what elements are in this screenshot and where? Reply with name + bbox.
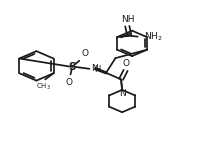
Text: NH: NH	[121, 15, 134, 24]
Text: O: O	[81, 49, 88, 58]
Text: O: O	[66, 78, 73, 87]
Text: H: H	[94, 65, 101, 74]
Text: S: S	[69, 62, 76, 72]
Text: CH$_3$: CH$_3$	[36, 82, 51, 92]
Text: N: N	[119, 89, 125, 98]
Text: NH$_2$: NH$_2$	[144, 30, 162, 43]
Text: O: O	[123, 59, 130, 68]
Text: N: N	[91, 64, 98, 73]
